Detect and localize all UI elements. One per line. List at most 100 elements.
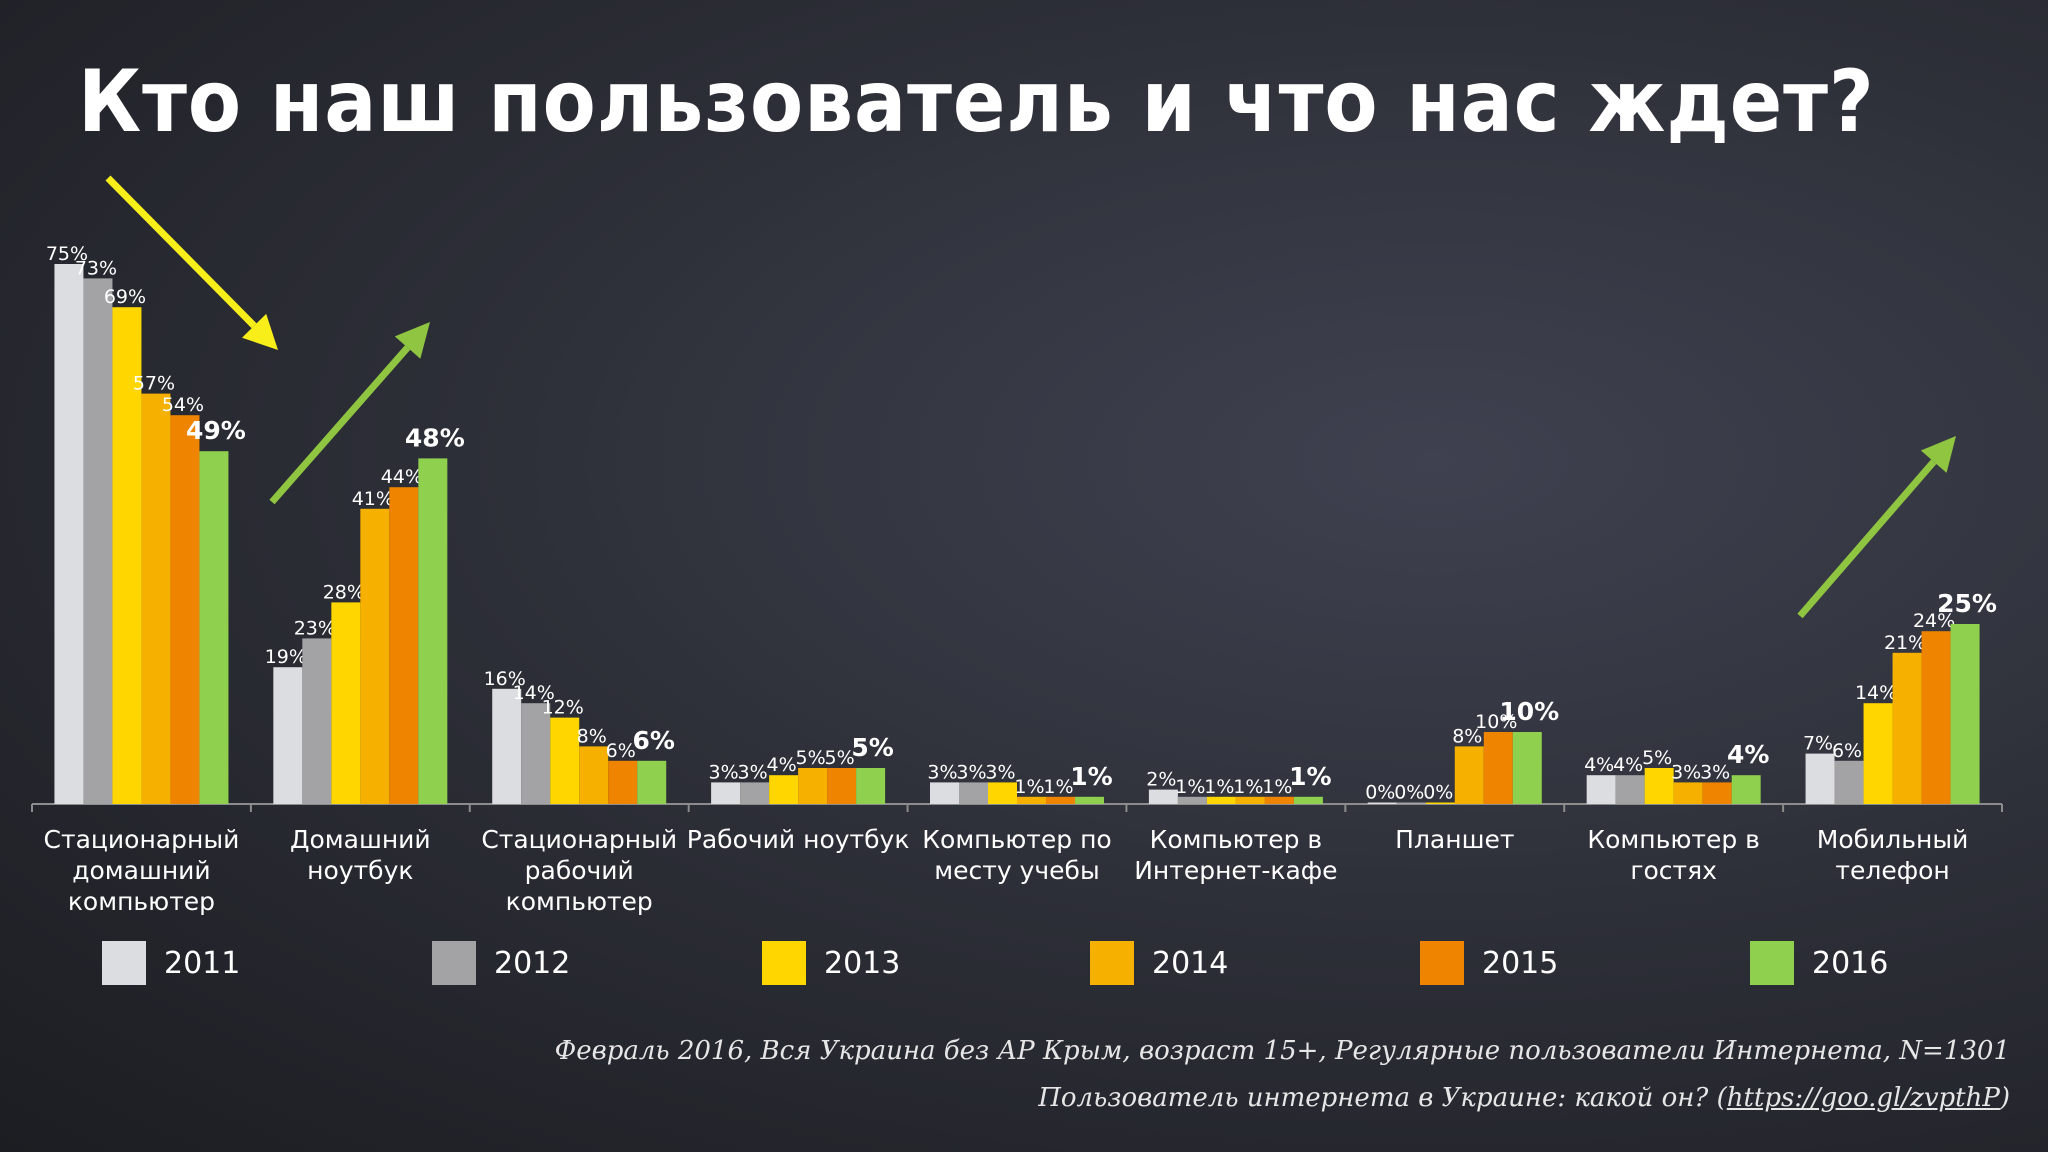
bar <box>83 278 113 804</box>
bar-value-label: 21% <box>1884 632 1926 654</box>
bar-value-label: 44% <box>381 466 423 488</box>
bar <box>1644 768 1674 804</box>
bar-value-label: 1% <box>1262 776 1292 798</box>
category-label: Планшет <box>1395 825 1514 854</box>
bar <box>1892 652 1922 804</box>
bar <box>1235 796 1265 804</box>
footnote-reference: Пользователь интернета в Украине: какой … <box>1038 1083 2010 1113</box>
legend-label: 2016 <box>1812 945 1889 981</box>
bar-value-label: 54% <box>162 394 204 416</box>
category-label: Рабочий ноутбук <box>687 825 910 854</box>
bar-value-label: 14% <box>513 682 555 704</box>
bar-value-label: 1% <box>1175 776 1205 798</box>
bar <box>579 746 609 804</box>
bar-value-label: 2% <box>1146 769 1176 791</box>
bar-value-label: 75% <box>46 243 88 265</box>
bar-value-label: 69% <box>104 286 146 308</box>
bar-value-label: 0% <box>1394 782 1424 804</box>
legend-swatch <box>1090 941 1134 985</box>
bar <box>1483 732 1513 804</box>
bar-value-label: 6% <box>632 726 674 755</box>
bar-value-label: 1% <box>1014 776 1044 798</box>
bar <box>331 602 361 804</box>
bar-value-label: 1% <box>1043 776 1073 798</box>
bar-value-label: 5% <box>825 747 855 769</box>
legend-swatch <box>762 941 806 985</box>
category-label: Домашний ноутбук <box>290 825 431 885</box>
bar-value-label: 5% <box>851 733 893 762</box>
bar <box>988 782 1017 804</box>
bar-value-label: 3% <box>738 761 768 783</box>
bar <box>1950 624 1980 804</box>
category-label: Мобильный телефон <box>1817 825 1969 885</box>
bar <box>740 782 770 804</box>
category-label: Стационарный домашний компьютер <box>44 825 240 916</box>
legend-label: 2012 <box>494 945 571 981</box>
bar-value-label: 3% <box>985 761 1015 783</box>
bar-value-label: 1% <box>1289 762 1331 791</box>
bar-value-label: 4% <box>1727 740 1769 769</box>
category-label: Компьютер в Интернет-кафе <box>1134 825 1337 885</box>
bar <box>492 688 522 804</box>
footnote-link[interactable]: https://goo.gl/zvpthP <box>1726 1083 2000 1113</box>
bar <box>273 667 303 804</box>
bar-value-label: 73% <box>75 257 117 279</box>
bar <box>1834 760 1864 804</box>
bar <box>1586 775 1616 804</box>
bar-value-label: 24% <box>1913 610 1955 632</box>
bar-value-label: 8% <box>1452 725 1482 747</box>
bar-value-label: 28% <box>323 581 365 603</box>
legend-swatch <box>1750 941 1794 985</box>
bar-value-label: 4% <box>767 754 797 776</box>
bar-value-label: 19% <box>265 646 307 668</box>
bar <box>1425 802 1455 804</box>
bar-value-label: 4% <box>1613 754 1643 776</box>
legend-item: 2015 <box>1420 940 1558 986</box>
bar-value-label: 10% <box>1475 711 1517 733</box>
bar-value-label: 1% <box>1204 776 1234 798</box>
legend-label: 2014 <box>1152 945 1229 981</box>
bar <box>1731 775 1761 804</box>
legend-swatch <box>102 941 146 985</box>
footnote-source: Февраль 2016, Вся Украина без АР Крым, в… <box>554 1036 2010 1066</box>
bar <box>1264 796 1294 804</box>
bar <box>1046 796 1075 804</box>
legend-label: 2011 <box>164 945 241 981</box>
bar-value-label: 3% <box>956 761 986 783</box>
bar <box>418 458 448 804</box>
bar <box>1206 796 1236 804</box>
legend-label: 2015 <box>1482 945 1559 981</box>
bar-value-label: 0% <box>1423 782 1453 804</box>
bar <box>1615 775 1645 804</box>
bar <box>1673 782 1703 804</box>
trend-up-arrow-icon <box>269 322 430 505</box>
bar-value-label: 16% <box>484 668 526 690</box>
bar-value-label: 6% <box>1832 740 1862 762</box>
bar <box>959 782 988 804</box>
bar <box>141 393 171 804</box>
footnote-reference-close: ) <box>1999 1083 2010 1113</box>
bar-value-label: 6% <box>606 740 636 762</box>
footnote-reference-text: Пользователь интернета в Украине: какой … <box>1038 1083 1727 1113</box>
bar-value-label: 3% <box>1671 761 1701 783</box>
bar <box>827 768 857 804</box>
bar <box>389 487 419 804</box>
bar <box>360 508 390 804</box>
bar <box>1367 802 1397 804</box>
bar-value-label: 10% <box>1499 697 1559 726</box>
bar-value-label: 5% <box>1642 747 1672 769</box>
bar-value-label: 23% <box>294 617 336 639</box>
bar-value-label: 5% <box>796 747 826 769</box>
bar <box>1177 796 1207 804</box>
legend-item: 2013 <box>762 940 900 986</box>
bar <box>798 768 828 804</box>
bar <box>302 638 332 804</box>
bar-value-label: 57% <box>133 373 175 395</box>
bar-value-label: 4% <box>1584 754 1614 776</box>
bar <box>856 768 886 804</box>
bar <box>1148 789 1178 804</box>
legend-item: 2016 <box>1750 940 1888 986</box>
bar-value-label: 14% <box>1855 682 1897 704</box>
bar-value-label: 3% <box>927 761 957 783</box>
bar <box>550 717 580 804</box>
